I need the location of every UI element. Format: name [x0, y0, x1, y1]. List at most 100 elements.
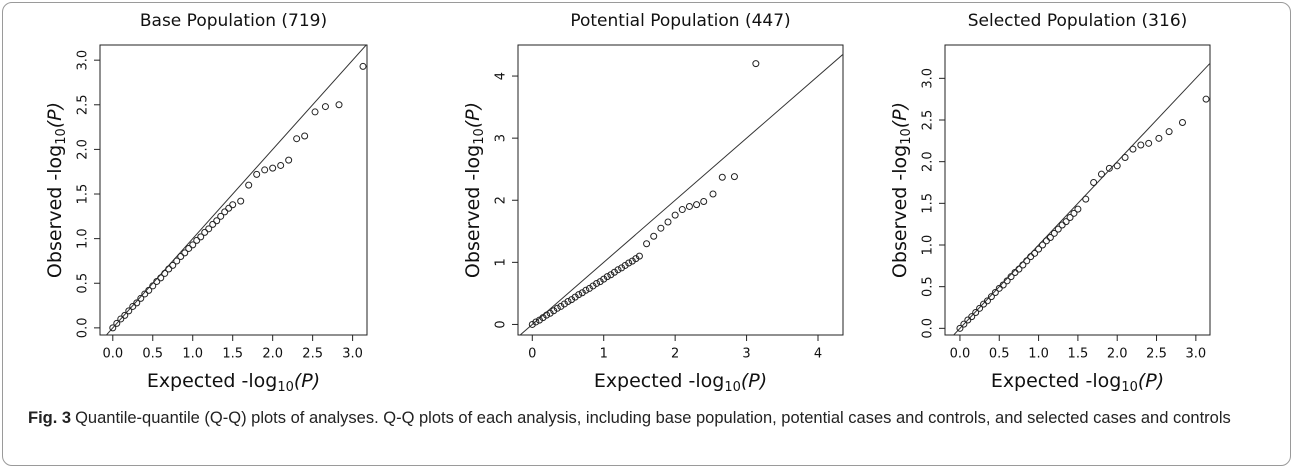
y-tick-label: 0.0 — [76, 318, 91, 339]
point — [650, 232, 658, 240]
y-tick-label: 1.0 — [921, 235, 936, 256]
x-tick-label: 3.0 — [342, 347, 363, 362]
point — [205, 225, 213, 233]
point — [225, 204, 233, 212]
point — [976, 304, 984, 312]
point — [983, 297, 991, 305]
x-axis-label-arg: (P) — [294, 370, 320, 392]
point — [311, 108, 319, 116]
point — [1155, 134, 1163, 142]
y-tick-label: 3.0 — [921, 68, 936, 89]
point — [145, 286, 153, 294]
y-tick-label: 1 — [494, 258, 509, 266]
point — [213, 217, 221, 225]
point — [253, 170, 261, 178]
x-tick-label: 3.0 — [1186, 347, 1207, 362]
point — [999, 281, 1007, 289]
point — [173, 257, 181, 265]
point — [1090, 179, 1098, 186]
x-tick-label: 0 — [528, 347, 536, 362]
point — [1121, 154, 1129, 161]
point — [1035, 245, 1043, 253]
point — [1178, 119, 1186, 126]
chart-title: Selected Population (316) — [968, 11, 1188, 31]
point — [153, 277, 161, 285]
y-axis-label: Observed -log10(P) — [44, 102, 69, 278]
point — [1070, 209, 1078, 217]
point — [133, 299, 141, 307]
y-tick-label: 2.5 — [76, 94, 91, 115]
point — [553, 304, 561, 312]
point — [229, 201, 237, 209]
y-tick-label: 0.0 — [921, 318, 936, 339]
y-axis-label: Observed -log10(P) — [462, 102, 487, 278]
point — [1031, 249, 1039, 257]
y-axis-label-arg: (P) — [44, 102, 66, 128]
point — [335, 101, 343, 109]
x-tick-label: 2.5 — [1146, 347, 1167, 362]
point — [1054, 225, 1062, 233]
point — [1082, 195, 1090, 203]
x-axis-label-text: Expected -log — [147, 370, 278, 392]
point — [1113, 162, 1121, 170]
reference-line — [952, 62, 1210, 335]
point — [987, 293, 995, 301]
point — [1202, 95, 1210, 103]
x-axis-label: Expected -log10(P) — [147, 370, 320, 395]
reference-line — [519, 53, 843, 335]
point — [1074, 205, 1082, 213]
y-axis-label-arg: (P) — [462, 102, 484, 128]
y-axis-label-sub: 10 — [54, 128, 69, 145]
point — [960, 320, 968, 328]
point — [1066, 214, 1074, 221]
point — [1062, 218, 1070, 226]
point — [1165, 128, 1173, 136]
x-tick-label: 1.5 — [1068, 347, 1089, 362]
point — [1145, 139, 1153, 147]
point — [980, 300, 988, 308]
point — [564, 297, 572, 305]
reference-line — [105, 45, 367, 335]
y-axis-label-text: Observed -log — [462, 145, 484, 278]
point — [1007, 273, 1015, 281]
point — [285, 156, 293, 164]
point — [543, 311, 551, 319]
point — [643, 240, 651, 248]
point — [125, 307, 133, 315]
plot-frame — [517, 44, 844, 336]
point — [185, 244, 193, 252]
point — [113, 319, 121, 327]
y-tick-label: 0.5 — [921, 276, 936, 297]
point — [614, 266, 622, 274]
point — [177, 252, 185, 260]
point — [582, 286, 590, 294]
x-tick-label: 1 — [600, 347, 608, 362]
point — [625, 259, 633, 267]
point — [1003, 277, 1011, 285]
point — [532, 318, 540, 326]
plot-frame — [99, 44, 368, 336]
x-tick-label: 2 — [671, 347, 679, 362]
point — [129, 302, 137, 310]
point — [301, 132, 309, 140]
y-tick-label: 3 — [494, 134, 509, 142]
point — [752, 60, 760, 68]
point — [1105, 164, 1113, 172]
x-axis-label: Expected -log10(P) — [991, 370, 1164, 395]
point — [269, 164, 277, 172]
y-tick-label: 2 — [494, 196, 509, 204]
y-tick-label: 0 — [494, 320, 509, 328]
point — [161, 269, 169, 277]
point — [217, 212, 225, 220]
point — [956, 324, 964, 332]
point — [657, 224, 665, 232]
y-axis-label-sub: 10 — [899, 128, 914, 145]
point — [1019, 261, 1027, 269]
point — [593, 279, 601, 287]
point — [261, 166, 269, 174]
caption-text: Quantile-quantile (Q-Q) plots of analyse… — [75, 409, 1231, 427]
y-tick-label: 1.5 — [76, 184, 91, 205]
point — [137, 294, 145, 302]
point — [109, 324, 117, 332]
point — [678, 206, 686, 214]
